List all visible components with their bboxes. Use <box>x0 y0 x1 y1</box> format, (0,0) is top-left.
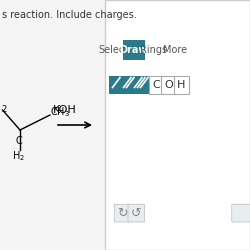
Text: Draw: Draw <box>120 45 148 55</box>
Text: 2: 2 <box>1 106 6 114</box>
Text: C: C <box>152 80 160 90</box>
Text: H: H <box>177 80 186 90</box>
FancyBboxPatch shape <box>105 0 250 250</box>
FancyBboxPatch shape <box>121 76 136 94</box>
FancyBboxPatch shape <box>114 204 131 222</box>
Text: O: O <box>164 80 173 90</box>
Text: More: More <box>163 45 187 55</box>
FancyBboxPatch shape <box>109 76 124 94</box>
Text: ↻: ↻ <box>117 206 128 220</box>
Text: ↺: ↺ <box>131 206 141 220</box>
Text: s reaction. Include charges.: s reaction. Include charges. <box>2 10 137 20</box>
FancyBboxPatch shape <box>174 76 189 94</box>
FancyBboxPatch shape <box>232 204 250 222</box>
Text: Select: Select <box>99 45 129 55</box>
Text: Rings: Rings <box>140 45 167 55</box>
FancyBboxPatch shape <box>128 204 144 222</box>
FancyBboxPatch shape <box>161 76 176 94</box>
FancyBboxPatch shape <box>122 40 145 60</box>
Text: C: C <box>16 136 22 146</box>
Text: CH$_3$: CH$_3$ <box>50 106 70 120</box>
Text: H$_2$: H$_2$ <box>12 149 25 162</box>
Text: KOH: KOH <box>53 105 77 115</box>
FancyBboxPatch shape <box>149 76 164 94</box>
FancyBboxPatch shape <box>134 76 149 94</box>
